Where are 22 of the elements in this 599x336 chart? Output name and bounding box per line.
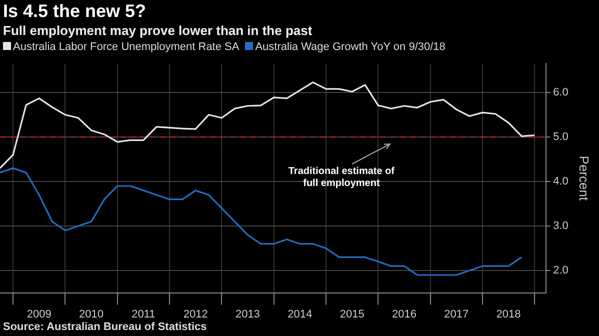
y-tick-label: 2.0 [553, 264, 568, 277]
chart-subtitle: Full employment may prove lower than in the past [3, 23, 312, 38]
legend-label: Australia Labor Force Unemployment Rate SA [12, 41, 240, 53]
x-tick-label: 2018 [496, 308, 521, 320]
source-note: Source: Australian Bureau of Statistics [3, 321, 207, 333]
y-tick-label: 3.0 [553, 220, 568, 232]
x-tick-label: 2017 [444, 308, 469, 320]
legend-label: Australia Wage Growth YoY on 9/30/18 [254, 41, 446, 53]
x-tick-label: 2014 [288, 308, 312, 320]
x-tick-label: 2016 [392, 308, 416, 320]
x-tick-label: 2011 [132, 308, 156, 320]
x-tick-label: 2010 [79, 308, 104, 320]
annotation: Traditional estimate of full employment [287, 166, 396, 190]
x-tick-label: 2009 [26, 308, 52, 320]
x-tick-label: 2015 [340, 308, 364, 320]
y-tick-label: 4.0 [553, 176, 568, 188]
x-tick-label: 2012 [183, 308, 208, 320]
y-tick-label: 5.0 [553, 131, 568, 144]
x-tick-label: 2013 [236, 308, 260, 320]
chart-title: Is 4.5 the new 5? [3, 1, 146, 22]
y-axis-title: Percent [576, 156, 592, 201]
y-tick-label: 6.0 [553, 86, 568, 99]
